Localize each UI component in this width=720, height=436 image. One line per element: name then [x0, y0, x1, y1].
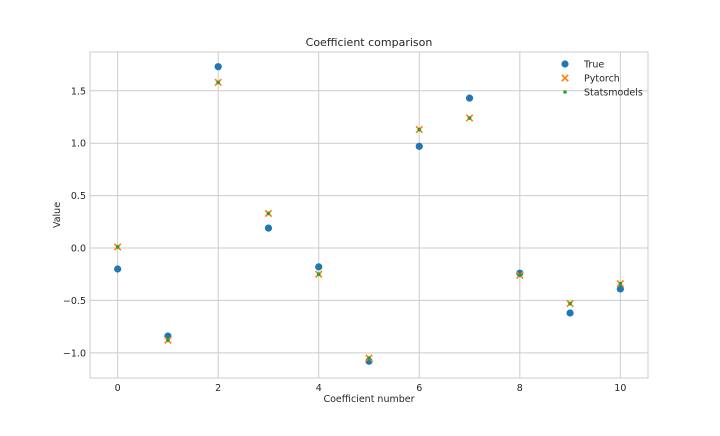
plot-area	[90, 52, 648, 378]
y-tick-label: 1.0	[71, 139, 86, 150]
data-point	[467, 116, 472, 120]
y-axis-label: Value	[52, 202, 63, 228]
data-point	[415, 142, 423, 150]
data-point	[115, 245, 120, 249]
data-point	[566, 309, 574, 317]
data-point	[465, 94, 474, 102]
grid-lines	[90, 52, 648, 378]
data-point	[417, 127, 422, 132]
data-point	[518, 273, 522, 278]
legend-label: Pytorch	[584, 74, 620, 85]
y-tick-label: −1.0	[63, 348, 86, 359]
data-point	[616, 285, 624, 293]
data-point	[315, 263, 323, 271]
data-point	[114, 265, 122, 273]
data-point	[568, 301, 572, 306]
data-point	[266, 211, 271, 216]
x-tick-label: 4	[316, 383, 322, 394]
legend-label: Statsmodels	[584, 88, 643, 99]
chart-title: Coefficient comparison	[306, 36, 433, 49]
legend-marker-statsmodels	[563, 90, 567, 94]
x-axis-label: Coefficient number	[323, 394, 414, 405]
data-point	[214, 63, 222, 71]
data-point	[316, 272, 321, 277]
x-tick-label: 8	[517, 383, 523, 394]
x-tick-label: 10	[614, 383, 626, 394]
data-point	[264, 224, 273, 232]
x-tick-label: 2	[215, 383, 221, 394]
data-point	[516, 269, 524, 277]
data-points	[113, 63, 625, 365]
legend: True Pytorch Statsmodels	[561, 60, 643, 99]
data-point	[216, 80, 220, 85]
y-tick-label: 1.5	[71, 86, 86, 97]
data-point	[618, 281, 623, 286]
x-tick-label: 0	[115, 383, 121, 394]
y-tick-label: 0.0	[71, 244, 86, 255]
series-statsmodels	[115, 80, 623, 360]
series-true	[114, 63, 624, 365]
x-axis-ticks: 0 2 4 6 8 10	[115, 383, 627, 394]
legend-label: True	[583, 60, 604, 71]
legend-marker-pytorch	[561, 74, 569, 82]
y-axis-ticks: −1.0 −0.5 0.0 0.5 1.0 1.5	[63, 86, 86, 359]
data-point	[166, 338, 170, 343]
x-tick-label: 6	[416, 383, 422, 394]
data-point	[367, 356, 371, 360]
y-tick-label: −0.5	[63, 296, 86, 307]
x-marker-stroke	[561, 74, 569, 82]
y-tick-label: 0.5	[71, 191, 86, 202]
legend-marker-true	[561, 60, 569, 68]
plot-frame	[89, 51, 649, 379]
